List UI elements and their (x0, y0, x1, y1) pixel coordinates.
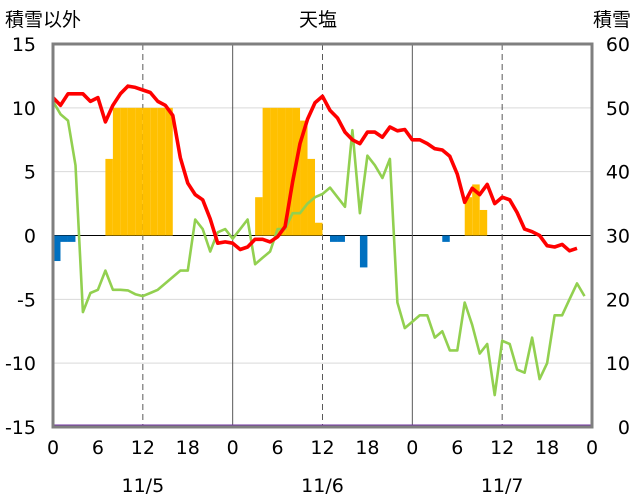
line-series (51, 84, 586, 397)
x-tick-label: 0 (586, 437, 598, 459)
right-tick-label: 20 (606, 289, 630, 311)
snowfall-bar (277, 107, 286, 236)
left-tick-label: 10 (12, 98, 36, 120)
snowfall-bar (262, 107, 271, 236)
x-tick-label: 18 (535, 437, 559, 459)
x-tick-label: 12 (131, 437, 155, 459)
left-tick-label: 0 (24, 226, 36, 248)
precipitation-bar (67, 235, 76, 242)
snowfall-bar (112, 107, 121, 236)
right-tick-label: 10 (606, 353, 630, 375)
chart-title: 天塩 (299, 9, 337, 31)
right-tick-label: 40 (606, 162, 630, 184)
snowfall-bar (157, 107, 166, 236)
snowfall-bar (150, 107, 158, 236)
left-tick-label: -10 (5, 353, 36, 375)
right-axis-label: 積雪 (593, 9, 631, 31)
date-label: 11/7 (481, 475, 524, 497)
date-label: 11/5 (121, 475, 164, 497)
left-tick-label: -15 (5, 417, 36, 439)
snowfall-bar (135, 107, 143, 236)
snow-depth-line (51, 100, 586, 397)
x-tick-label: 0 (47, 437, 59, 459)
snowfall-bar (285, 107, 293, 236)
plot-border (51, 42, 594, 429)
x-tick-label: 6 (272, 437, 284, 459)
left-tick-label: 15 (12, 34, 36, 56)
plot-frame (51, 42, 594, 429)
snowfall-bar (255, 197, 263, 236)
snowfall-bar (472, 184, 480, 236)
precipitation-bar (337, 235, 345, 242)
x-tick-label: 6 (451, 437, 463, 459)
temperature-line (51, 84, 578, 253)
left-tick-label: 5 (24, 162, 36, 184)
snowfall-bar (270, 107, 278, 236)
snowfall-bar (142, 107, 151, 236)
x-tick-label: 0 (406, 437, 418, 459)
precipitation-bar (60, 235, 68, 242)
snowfall-bar (300, 120, 308, 236)
snowfall-bar (315, 222, 323, 236)
x-tick-label: 12 (310, 437, 334, 459)
x-tick-label: 12 (490, 437, 514, 459)
snowfall-bar (307, 158, 316, 236)
snowfall-bar (165, 107, 173, 236)
precipitation-bar (442, 235, 450, 242)
snowfall-bar (127, 107, 136, 236)
x-tick-label: 18 (176, 437, 200, 459)
x-tick-label: 0 (227, 437, 239, 459)
snowfall-bar (479, 209, 488, 236)
date-label: 11/6 (301, 475, 344, 497)
right-tick-label: 0 (618, 417, 630, 439)
snowfall-bar (464, 197, 473, 236)
snowfall-bar (120, 107, 128, 236)
right-tick-label: 50 (606, 98, 630, 120)
x-tick-label: 6 (92, 437, 104, 459)
precipitation-bar (53, 235, 61, 262)
right-tick-label: 60 (606, 34, 630, 56)
left-tick-label: -5 (17, 289, 36, 311)
right-tick-label: 30 (606, 226, 630, 248)
x-tick-label: 18 (355, 437, 379, 459)
left-axis-label: 積雪以外 (5, 9, 81, 31)
snowfall-bar (105, 158, 113, 236)
precipitation-bar (359, 235, 368, 268)
precipitation-bar (329, 235, 338, 242)
